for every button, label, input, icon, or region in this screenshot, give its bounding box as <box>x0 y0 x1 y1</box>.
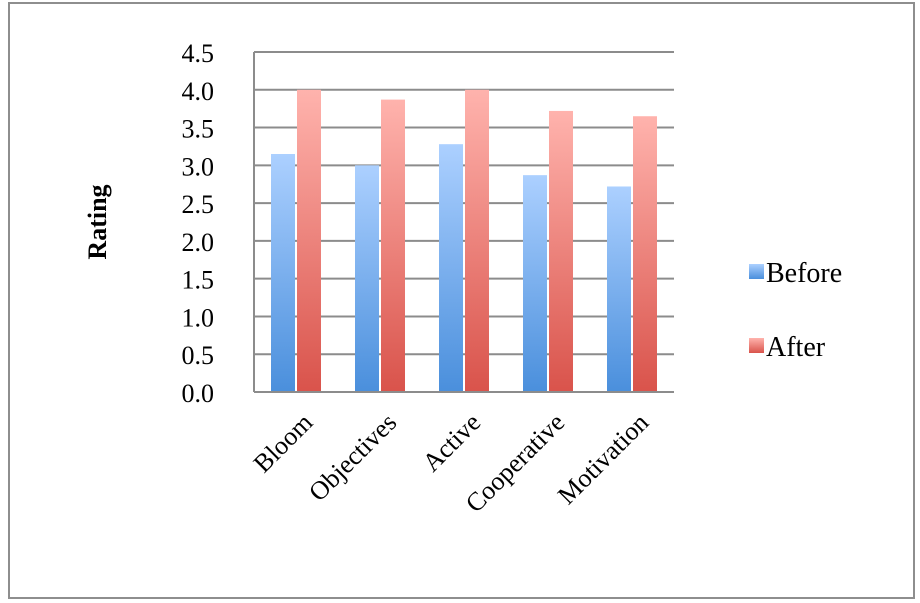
y-tick-label: 4.5 <box>182 39 215 68</box>
legend-label-after: After <box>766 332 826 363</box>
bars <box>271 89 657 393</box>
legend-swatch-after <box>749 338 764 353</box>
bar-after-bloom <box>297 89 321 393</box>
bar-before-bloom <box>271 154 295 392</box>
gridlines <box>254 51 674 356</box>
y-tick-label: 2.5 <box>182 190 215 219</box>
x-tick-label: Active <box>417 408 487 478</box>
bar-before-active <box>439 144 463 392</box>
y-tick-label: 1.0 <box>182 303 215 332</box>
y-tick-label: 2.0 <box>182 228 215 257</box>
x-tick-label: Objectives <box>303 408 402 507</box>
y-tick-label: 4.0 <box>182 77 215 106</box>
legend: Before After <box>749 258 842 363</box>
y-tick-labels: 0.0 0.5 1.0 1.5 2.0 2.5 3.0 3.5 4.0 4.5 <box>182 39 215 408</box>
y-tick-label: 3.5 <box>182 115 215 144</box>
bar-after-motivation <box>633 116 657 392</box>
bar-before-motivation <box>607 186 631 392</box>
bar-before-objectives <box>355 165 379 392</box>
y-tick-label: 3.0 <box>182 152 215 181</box>
y-tick-label: 0.0 <box>182 379 215 408</box>
bar-after-active <box>465 89 489 393</box>
legend-swatch-before <box>749 264 764 279</box>
y-axis-label: Rating <box>83 184 112 259</box>
legend-label-before: Before <box>766 258 842 289</box>
y-tick-label: 1.5 <box>182 266 215 295</box>
axes <box>253 52 674 393</box>
x-tick-label: Bloom <box>248 408 319 479</box>
bar-after-cooperative <box>549 110 573 392</box>
bar-after-objectives <box>381 99 405 392</box>
y-tick-label: 0.5 <box>182 341 215 370</box>
bar-before-cooperative <box>523 175 547 392</box>
x-tick-label: Motivation <box>552 408 654 510</box>
